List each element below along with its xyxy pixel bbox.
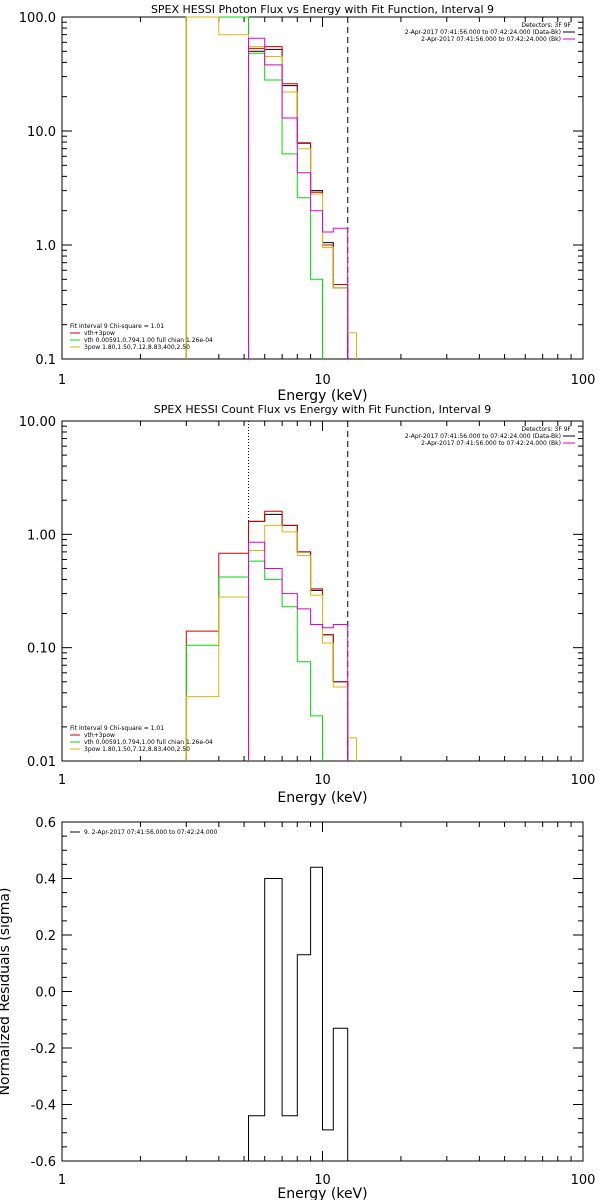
legend-entry-text: 3pow 1.80,1.50,7.12,8.83,400,2.50 — [84, 746, 190, 753]
legend-top-left: 9. 2-Apr-2017 07:41:56.000 to 07:42:24.0… — [70, 829, 217, 836]
x-tick-label: 100 — [571, 373, 596, 388]
x-tick-label: 10 — [314, 373, 331, 388]
chart-residuals: 1 10 100 -0.6 -0.4 -0.2 0.0 0.2 0.4 0.6 Energy (ke… — [0, 816, 595, 1200]
legend-entry-text: 3pow 1.80,1.50,7.12,8.83,400,2.50 — [84, 344, 190, 351]
x-axis-label: Energy (keV) — [277, 388, 367, 404]
x-tick-label: 100 — [571, 1173, 596, 1188]
x-tick-label: 1 — [58, 373, 66, 388]
chart-title: SPEX HESSI Count Flux vs Energy with Fit… — [154, 403, 491, 416]
y-tick-label: 1.00 — [27, 528, 56, 543]
legend-entry-text: vth+3pow — [84, 330, 115, 337]
y-tick-label: 100.0 — [19, 11, 56, 26]
x-tick-label: 10 — [314, 1173, 331, 1188]
histogram-series — [185, 560, 323, 761]
histogram-series — [185, 16, 349, 359]
x-tick-label: 10 — [314, 773, 331, 788]
series-group — [185, 16, 357, 359]
histogram-series — [248, 48, 349, 359]
legend-entry-text: 9. 2-Apr-2017 07:41:56.000 to 07:42:24.0… — [84, 829, 217, 836]
histogram-series — [185, 16, 357, 359]
legend-bottom-left: Fit Interval 9 Chi-square = 1.01vth+3pow… — [70, 323, 213, 351]
histogram-series — [248, 866, 349, 1161]
legend-entry-text: 2-Apr-2017 07:41:56.000 to 07:42:24.000 … — [421, 440, 561, 447]
legend-title: Fit Interval 9 Chi-square = 1.01 — [70, 323, 164, 330]
chart-count: SPEX HESSI Count Flux vs Energy with Fit… — [19, 403, 596, 806]
legend-entry-text: vth 0.00591,0.794,1.00 full chian 1.26e-… — [84, 337, 213, 344]
y-tick-label: -0.6 — [31, 1155, 56, 1170]
x-tick-label: 100 — [571, 773, 596, 788]
legend-bottom-left: Fit Interval 9 Chi-square = 1.01vth+3pow… — [70, 725, 213, 753]
legend-entry-text: 2-Apr-2017 07:41:56.000 to 07:42:24.000 … — [421, 36, 561, 43]
legend-title: Fit Interval 9 Chi-square = 1.01 — [70, 725, 164, 732]
histogram-series — [248, 541, 349, 761]
y-tick-label: -0.4 — [31, 1099, 56, 1114]
histogram-series — [185, 524, 357, 761]
legend-entry-text: 2-Apr-2017 07:41:56.000 to 07:42:24.000 … — [405, 433, 561, 440]
legend-entry-text: vth 0.00591,0.794,1.00 full chian 1.26e-… — [84, 739, 213, 746]
legend-title: Detectors: 3F 9F — [521, 22, 571, 29]
x-axis-label: Energy (keV) — [277, 1186, 367, 1200]
legend-top-right: Detectors: 3F 9F2-Apr-2017 07:41:56.000 … — [405, 22, 575, 43]
y-tick-label: 0.0 — [35, 986, 56, 1001]
series-group — [185, 510, 357, 761]
legend-top-right: Detectors: 3F 9F2-Apr-2017 07:41:56.000 … — [405, 426, 575, 447]
x-axis-label: Energy (keV) — [277, 790, 367, 806]
chart-title: SPEX HESSI Photon Flux vs Energy with Fi… — [151, 3, 494, 16]
legend-title: Detectors: 3F 9F — [521, 426, 571, 433]
y-tick-label: 0.2 — [35, 929, 56, 944]
histogram-series — [185, 16, 323, 359]
y-tick-label: 10.00 — [19, 415, 56, 430]
series-group — [248, 866, 349, 1161]
x-tick-label: 1 — [58, 773, 66, 788]
legend-entry-text: 2-Apr-2017 07:41:56.000 to 07:42:24.000 … — [405, 29, 561, 36]
x-tick-label: 1 — [58, 1173, 66, 1188]
y-tick-label: 10.0 — [27, 125, 56, 140]
y-tick-label: 0.4 — [35, 873, 56, 888]
y-tick-label: -0.2 — [31, 1042, 56, 1057]
legend-entry-text: vth+3pow — [84, 732, 115, 739]
y-axis-label: Normalized Residuals (sigma) — [0, 888, 13, 1096]
y-tick-label: 0.1 — [35, 353, 56, 368]
y-tick-label: 0.10 — [27, 642, 56, 657]
y-tick-label: 0.01 — [27, 755, 56, 770]
histogram-series — [185, 510, 349, 761]
histogram-series — [248, 37, 349, 359]
chart-photon: SPEX HESSI Photon Flux vs Energy with Fi… — [19, 3, 596, 404]
y-tick-label: 0.6 — [35, 816, 56, 831]
y-tick-label: 1.0 — [35, 239, 56, 254]
